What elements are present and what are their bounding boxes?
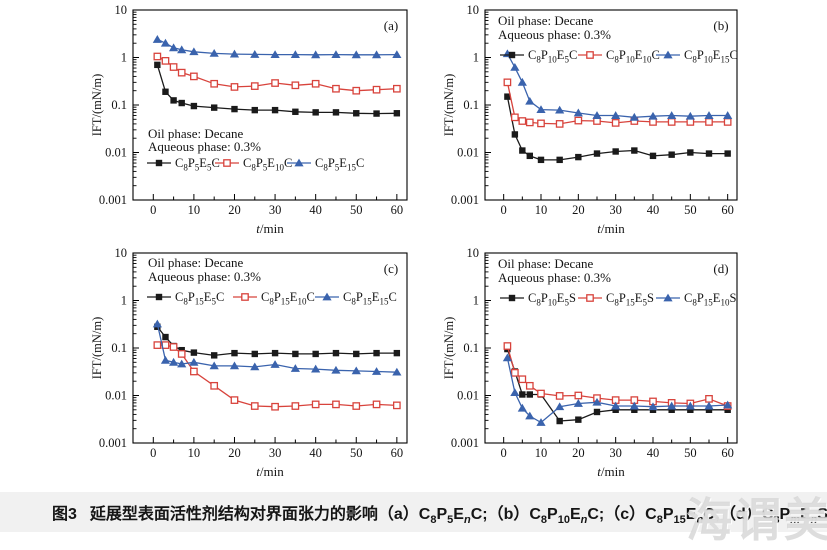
caption-number: 图3 bbox=[52, 506, 77, 523]
svg-text:(d): (d) bbox=[713, 261, 728, 276]
svg-text:50: 50 bbox=[684, 446, 697, 460]
svg-text:IFT/(mN/m): IFT/(mN/m) bbox=[442, 317, 456, 380]
svg-text:10: 10 bbox=[535, 446, 548, 460]
svg-text:0.1: 0.1 bbox=[111, 341, 127, 355]
svg-text:t/min: t/min bbox=[597, 221, 625, 236]
svg-text:C8P15E5S: C8P15E5S bbox=[606, 291, 654, 308]
svg-text:50: 50 bbox=[350, 446, 363, 460]
svg-text:0.01: 0.01 bbox=[105, 389, 127, 403]
svg-text:0.001: 0.001 bbox=[451, 436, 479, 450]
svg-text:0: 0 bbox=[501, 203, 507, 217]
chart-panel-d: 0 10 20 30 40 50 60 10 1 0.1 0.01 0.001 IFT/(mN/m) t/… bbox=[440, 245, 752, 492]
caption-text: 延展型表面活性剂结构对界面张力的影响（a）C8P5EnC;（b）C8P10EnC… bbox=[89, 506, 827, 527]
svg-text:t/min: t/min bbox=[597, 464, 625, 479]
svg-text:60: 60 bbox=[721, 446, 734, 460]
svg-text:1: 1 bbox=[121, 51, 127, 65]
svg-text:0.01: 0.01 bbox=[457, 146, 479, 160]
watermark: 海谓美 bbox=[686, 494, 827, 546]
svg-text:60: 60 bbox=[721, 203, 734, 217]
svg-text:10: 10 bbox=[115, 246, 128, 260]
svg-text:C8P15E5C: C8P15E5C bbox=[175, 290, 224, 307]
svg-text:10: 10 bbox=[467, 3, 480, 17]
svg-text:0.1: 0.1 bbox=[111, 98, 127, 112]
svg-text:40: 40 bbox=[647, 203, 660, 217]
svg-text:C8P10E5C: C8P10E5C bbox=[528, 48, 577, 65]
caption-band: 图3 延展型表面活性剂结构对界面张力的影响（a）C8P5EnC;（b）C8P10E… bbox=[0, 492, 827, 546]
chart-panel-a: 0 10 20 30 40 50 60 10 1 0.1 0.01 0.001 IFT/(mN/m) t/… bbox=[88, 2, 418, 249]
svg-text:C8P15E10S: C8P15E10S bbox=[684, 291, 736, 308]
svg-text:30: 30 bbox=[269, 203, 282, 217]
svg-text:IFT/(mN/m): IFT/(mN/m) bbox=[442, 74, 456, 137]
svg-text:0.01: 0.01 bbox=[457, 389, 479, 403]
svg-text:20: 20 bbox=[572, 203, 585, 217]
svg-text:Oil phase: Decane: Oil phase: Decane bbox=[498, 13, 594, 28]
svg-text:0: 0 bbox=[501, 446, 507, 460]
svg-text:0.1: 0.1 bbox=[463, 341, 479, 355]
svg-text:40: 40 bbox=[309, 446, 322, 460]
svg-text:0: 0 bbox=[150, 203, 156, 217]
svg-text:Oil phase: Decane: Oil phase: Decane bbox=[148, 255, 244, 270]
svg-text:t/min: t/min bbox=[256, 464, 284, 479]
svg-text:0.01: 0.01 bbox=[105, 146, 127, 160]
svg-text:20: 20 bbox=[228, 203, 241, 217]
svg-text:IFT/(mN/m): IFT/(mN/m) bbox=[90, 317, 104, 380]
svg-text:50: 50 bbox=[684, 203, 697, 217]
svg-text:C8P10E5S: C8P10E5S bbox=[528, 291, 576, 308]
svg-text:10: 10 bbox=[535, 203, 548, 217]
svg-text:30: 30 bbox=[269, 446, 282, 460]
svg-text:1: 1 bbox=[121, 294, 127, 308]
svg-text:Aqueous phase: 0.3%: Aqueous phase: 0.3% bbox=[148, 269, 261, 284]
svg-text:(b): (b) bbox=[713, 18, 728, 33]
svg-text:1: 1 bbox=[473, 294, 479, 308]
svg-text:20: 20 bbox=[572, 446, 585, 460]
svg-text:60: 60 bbox=[391, 203, 404, 217]
svg-text:Aqueous phase: 0.3%: Aqueous phase: 0.3% bbox=[498, 270, 611, 285]
svg-text:0.1: 0.1 bbox=[463, 98, 479, 112]
svg-text:10: 10 bbox=[467, 246, 480, 260]
svg-text:C8P10E10C: C8P10E10C bbox=[606, 48, 660, 65]
svg-text:30: 30 bbox=[609, 203, 622, 217]
svg-text:Oil phase: Decane: Oil phase: Decane bbox=[148, 126, 244, 141]
svg-text:10: 10 bbox=[188, 203, 201, 217]
svg-text:IFT/(mN/m): IFT/(mN/m) bbox=[90, 74, 104, 137]
svg-text:C8P15E15C: C8P15E15C bbox=[343, 290, 397, 307]
svg-text:30: 30 bbox=[609, 446, 622, 460]
svg-text:C8P5E15C: C8P5E15C bbox=[315, 156, 364, 173]
svg-text:60: 60 bbox=[391, 446, 404, 460]
svg-text:40: 40 bbox=[647, 446, 660, 460]
chart-panel-b: 0 10 20 30 40 50 60 10 1 0.1 0.01 0.001 IFT/(mN/m) t/… bbox=[440, 2, 752, 249]
svg-text:Oil phase: Decane: Oil phase: Decane bbox=[498, 256, 594, 271]
svg-text:Aqueous phase: 0.3%: Aqueous phase: 0.3% bbox=[498, 27, 611, 42]
svg-text:(c): (c) bbox=[384, 261, 398, 276]
svg-text:(a): (a) bbox=[384, 18, 398, 33]
svg-text:10: 10 bbox=[188, 446, 201, 460]
svg-text:50: 50 bbox=[350, 203, 363, 217]
svg-text:40: 40 bbox=[309, 203, 322, 217]
figure-caption: 图3 延展型表面活性剂结构对界面张力的影响（a）C8P5EnC;（b）C8P10E… bbox=[52, 500, 827, 527]
svg-text:10: 10 bbox=[115, 3, 128, 17]
svg-text:C8P10E15C: C8P10E15C bbox=[684, 48, 738, 65]
svg-text:0: 0 bbox=[150, 446, 156, 460]
svg-text:Aqueous phase: 0.3%: Aqueous phase: 0.3% bbox=[148, 139, 261, 154]
chart-panel-c: 0 10 20 30 40 50 60 10 1 0.1 0.01 0.001 IFT/(mN/m) t/… bbox=[88, 245, 418, 492]
svg-text:t/min: t/min bbox=[256, 221, 284, 236]
svg-text:20: 20 bbox=[228, 446, 241, 460]
svg-text:0.001: 0.001 bbox=[451, 193, 479, 207]
svg-text:0.001: 0.001 bbox=[99, 193, 127, 207]
svg-text:1: 1 bbox=[473, 51, 479, 65]
svg-text:C8P15E10C: C8P15E10C bbox=[261, 290, 315, 307]
svg-text:0.001: 0.001 bbox=[99, 436, 127, 450]
